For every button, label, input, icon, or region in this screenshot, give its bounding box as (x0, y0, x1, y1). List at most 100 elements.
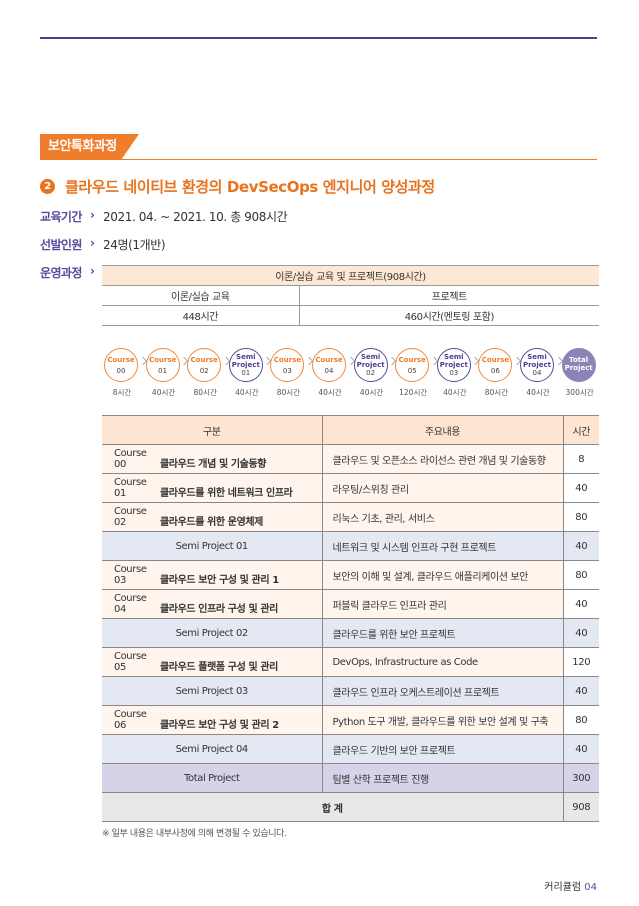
row-hours: 40 (562, 618, 599, 648)
chevron-right-icon: › (90, 264, 95, 278)
footer-label: 커리큘럼 (544, 882, 582, 893)
row-category: Total Project (102, 763, 322, 793)
row-content: 보안의 이해 및 설계, 클라우드 애플리케이션 보안 (321, 560, 563, 590)
row-category: Semi Project 04 (102, 734, 322, 764)
row-category: Semi Project 01 (102, 531, 322, 561)
flow-node-hours: 300시간 (565, 388, 594, 397)
flow-node-label: Course (107, 355, 135, 364)
flow-node-number: 04 (532, 369, 542, 377)
section-tag: 보안특화과정 (40, 134, 139, 160)
curriculum-table: 구분 주요내용 시간 Course 00 클라우드 개념 및 기술동향 클라우드 및… (102, 415, 599, 822)
flow-node-number: 03 (449, 369, 459, 377)
row-category: Course 00 클라우드 개념 및 기술동향 (102, 444, 322, 474)
row-hours: 80 (562, 560, 599, 590)
header-category: 구분 (102, 415, 322, 445)
flow-node-number: 02 (199, 366, 209, 375)
row-category: Course 06 클라우드 보안 구성 및 관리 2 (102, 705, 322, 735)
row-content: Python 도구 개발, 클라우드를 위한 보안 설계 및 구축 (321, 705, 563, 735)
flow-node-hours: 40시간 (526, 388, 550, 397)
row-hours: 300 (562, 763, 599, 793)
course-name: 클라우드를 위한 네트워크 인프라 (160, 488, 293, 499)
page-footer: 커리큘럼 04 (544, 878, 597, 893)
flow-node-course: Course 06 80시간 (478, 348, 513, 397)
flow-node-hours: 8시간 (112, 388, 132, 397)
course-name: 클라우드 보안 구성 및 관리 1 (160, 575, 279, 586)
flow-node-label: Semi Project (231, 353, 260, 369)
flow-node-hours: 40시간 (151, 388, 176, 397)
row-hours: 40 (562, 734, 599, 764)
chevron-right-icon: › (90, 236, 95, 250)
page-number: 04 (584, 882, 597, 893)
table-row: Course 06 클라우드 보안 구성 및 관리 2 Python 도구 개발, … (102, 705, 599, 735)
flow-node-hours: 80시간 (276, 388, 301, 397)
flow-node-hours: 40시간 (235, 388, 259, 397)
table-row: Course 00 클라우드 개념 및 기술동향 클라우드 및 오픈소스 라이선스 … (102, 444, 599, 474)
info-period: 교육기간 › 2021. 04. ~ 2021. 10. 총 908시간 (40, 208, 288, 225)
flow-node-label: Course (148, 355, 177, 364)
flow-node-semi: Semi Project 03 40시간 (436, 348, 471, 397)
row-content: 리눅스 기초, 관리, 서비스 (321, 502, 563, 532)
flow-node-label: Course (481, 355, 510, 364)
table-row: Course 04 클라우드 인프라 구성 및 관리 퍼블릭 클라우드 인프라 관리… (102, 589, 599, 619)
course-name: 클라우드 보안 구성 및 관리 2 (160, 720, 279, 731)
overview-table: 이론/실습 교육 및 프로젝트(908시간) 이론/실습 교육 프로젝트 448… (102, 265, 599, 326)
overview-col2-hours: 460시간(멘토링 포함) (299, 305, 599, 326)
flow-node-hours: 120시간 (399, 388, 428, 397)
course-code: Course 05 (114, 651, 147, 673)
flow-node-course: Course 03 80시간 (270, 348, 305, 397)
flow-node-number: 01 (158, 366, 168, 375)
course-name: 클라우드를 위한 운영체제 (160, 517, 263, 528)
header-hours: 시간 (562, 415, 599, 445)
info-key: 선발인원 (40, 238, 82, 252)
footnote: ※ 일부 내용은 내부사정에 의해 변경될 수 있습니다. (102, 829, 287, 839)
sum-label: 합 계 (102, 792, 563, 822)
row-hours: 120 (562, 647, 599, 677)
table-row: Course 05 클라우드 플랫폼 구성 및 관리 DevOps, Infrast… (102, 647, 599, 677)
row-hours: 40 (562, 589, 599, 619)
table-row: Semi Project 03 클라우드 인프라 오케스트레이션 프로젝트 40 (102, 676, 599, 706)
table-row: Semi Project 01 네트워크 및 시스템 인프라 구현 프로젝트 40 (102, 531, 599, 561)
row-hours: 80 (562, 502, 599, 532)
section-tag-label: 보안특화과정 (40, 134, 121, 160)
flow-node-number: 01 (241, 369, 251, 377)
row-hours: 80 (562, 705, 599, 735)
course-code: Course 00 (114, 448, 147, 470)
overview-col2: 프로젝트 (299, 285, 599, 306)
flow-node-hours: 40시간 (318, 388, 342, 397)
row-category: Course 02 클라우드를 위한 운영체제 (102, 502, 322, 532)
flow-node-number: 06 (490, 366, 500, 375)
row-content: 팀별 산학 프로젝트 진행 (321, 763, 563, 793)
flow-node-hours: 80시간 (484, 388, 509, 397)
flow-node-label: Course (315, 355, 343, 364)
course-name: 클라우드 개념 및 기술동향 (160, 459, 267, 470)
table-row: Course 02 클라우드를 위한 운영체제 리눅스 기초, 관리, 서비스 80 (102, 502, 599, 532)
row-content: 네트워크 및 시스템 인프라 구현 프로젝트 (321, 531, 563, 561)
row-hours: 40 (562, 473, 599, 503)
flow-node-course: Course 05 120시간 (395, 348, 430, 397)
table-sum-row: 합 계 908 (102, 792, 599, 822)
row-hours: 40 (562, 531, 599, 561)
overview-col1: 이론/실습 교육 (102, 285, 300, 306)
row-category: Course 05 클라우드 플랫폼 구성 및 관리 (102, 647, 322, 677)
flow-node-hours: 40시간 (443, 388, 467, 397)
row-content: 클라우드 기반의 보안 프로젝트 (321, 734, 563, 764)
row-content: 퍼블릭 클라우드 인프라 관리 (321, 589, 563, 619)
flow-node-number: 05 (407, 366, 417, 375)
row-content: 라우팅/스위칭 관리 (321, 473, 563, 503)
sum-hours: 908 (562, 792, 599, 822)
flow-node-label: Course (273, 355, 302, 364)
info-key: 교육기간 (40, 210, 82, 224)
course-code: Course 01 (114, 477, 147, 499)
table-row: Semi Project 02 클라우드를 위한 보안 프로젝트 40 (102, 618, 599, 648)
flow-node-label: Course (398, 355, 426, 364)
overview-col1-hours: 448시간 (102, 305, 300, 326)
flow-node-number: 04 (324, 366, 334, 375)
table-row: Semi Project 04 클라우드 기반의 보안 프로젝트 40 (102, 734, 599, 764)
flow-node-hours: 40시간 (359, 388, 384, 397)
course-code: Course 02 (114, 506, 147, 528)
row-hours: 8 (562, 444, 599, 474)
flow-node-course: Course 00 8시간 (104, 348, 138, 397)
flow-node-course: Course 01 40시간 (145, 348, 180, 397)
section-tag-arrow (120, 134, 139, 160)
flow-node-course: Course 04 40시간 (312, 348, 346, 397)
